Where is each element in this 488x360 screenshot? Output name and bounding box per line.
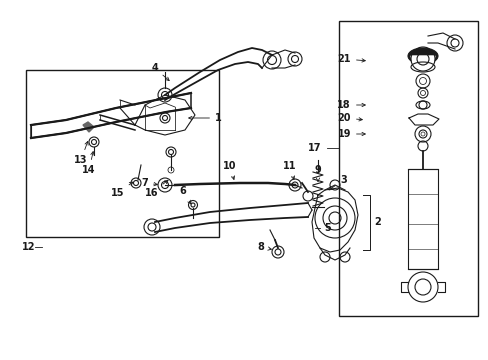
Text: 10: 10 (223, 161, 236, 179)
Text: 19: 19 (337, 129, 365, 139)
Text: 13: 13 (74, 141, 88, 165)
Text: 1: 1 (188, 113, 221, 123)
Text: 5: 5 (324, 223, 331, 233)
Text: 2: 2 (374, 217, 381, 227)
Polygon shape (83, 122, 94, 132)
Text: 8: 8 (257, 242, 271, 252)
Text: 14: 14 (82, 152, 96, 175)
Text: 17: 17 (307, 143, 320, 153)
Text: 4: 4 (151, 63, 169, 81)
Polygon shape (410, 56, 434, 64)
Text: 3: 3 (328, 175, 346, 190)
Text: 9: 9 (314, 165, 321, 181)
Bar (26, 70, 219, 237)
Text: 7: 7 (141, 178, 157, 188)
Text: 12: 12 (22, 242, 36, 252)
Text: 20: 20 (337, 113, 362, 123)
Text: 18: 18 (337, 100, 365, 110)
Text: 6: 6 (179, 186, 191, 204)
Ellipse shape (407, 48, 437, 64)
Bar (338, 21, 477, 316)
Text: 16: 16 (144, 180, 168, 198)
Text: 21: 21 (337, 54, 365, 64)
Bar (407, 169, 437, 269)
Text: 15: 15 (110, 182, 133, 198)
Text: 11: 11 (283, 161, 296, 179)
